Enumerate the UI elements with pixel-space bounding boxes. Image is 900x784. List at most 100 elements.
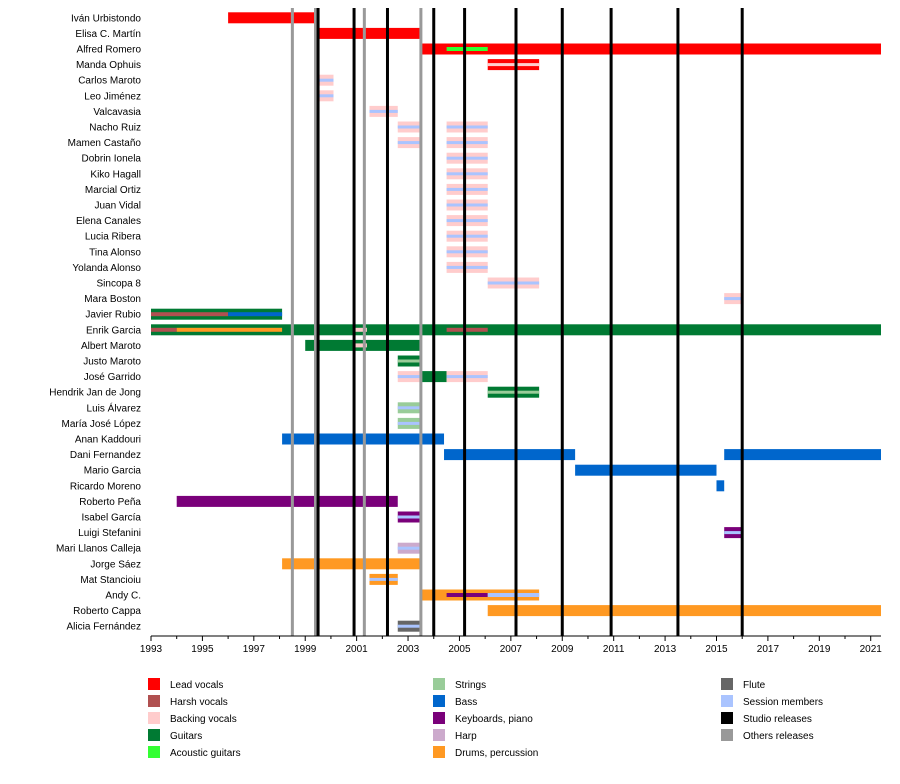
member-bar-stripe (487, 281, 540, 285)
x-tick-label: 2021 (860, 644, 883, 655)
legend-label: Harp (455, 731, 477, 742)
member-bar-overlay (446, 47, 488, 51)
member-label: Juan Vidal (94, 201, 141, 212)
member-label: Yolanda Alonso (72, 263, 141, 274)
member-label: Leo Jiménez (84, 91, 141, 102)
legend-label: Session members (743, 697, 823, 708)
legend-label: Drums, percussion (455, 748, 538, 759)
member-label: Nacho Ruiz (89, 123, 141, 134)
member-bar (716, 480, 725, 492)
member-label: Roberto Peña (79, 497, 141, 508)
member-bar-stripe (446, 250, 488, 254)
member-bar-stripe (397, 406, 421, 410)
member-label: Justo Maroto (83, 357, 141, 368)
legend-swatch (148, 746, 160, 758)
member-label: Sincopa 8 (97, 279, 142, 290)
member-label: Mamen Castaño (68, 138, 142, 149)
member-label: Hendrik Jan de Jong (49, 388, 141, 399)
legend-label: Keyboards, piano (455, 714, 533, 725)
member-label: Elena Canales (76, 216, 141, 227)
member-bar-stripe (369, 577, 398, 581)
x-tick-label: 2017 (757, 644, 780, 655)
member-bar-overlay (354, 327, 367, 332)
legend-label: Others releases (743, 731, 814, 742)
member-bar-stripe (397, 141, 421, 145)
legend: Lead vocals Harsh vocals Backing vocals Gui… (148, 678, 823, 759)
legend-label: Backing vocals (170, 714, 237, 725)
legend-swatch (148, 729, 160, 741)
x-tick-label: 2003 (397, 644, 420, 655)
member-bar-overlay (446, 593, 488, 597)
member-label: Manda Ophuis (76, 60, 141, 71)
member-bar-stripe (369, 109, 398, 113)
legend-swatch (148, 678, 160, 690)
member-label: Mari Llanos Calleja (56, 544, 141, 555)
legend-swatch (148, 695, 160, 707)
legend-swatch (721, 712, 733, 724)
member-bar (315, 27, 421, 39)
member-bar (176, 495, 398, 507)
member-bar-stripe (487, 63, 540, 67)
member-label: Valcavasia (93, 107, 141, 118)
member-bar-overlay (487, 593, 540, 597)
legend-swatch (433, 712, 445, 724)
member-bar-overlay (176, 327, 283, 332)
x-tick-label: 2011 (603, 644, 625, 655)
member-bar-overlay (228, 312, 283, 317)
member-bar-stripe (397, 421, 421, 425)
legend-swatch (433, 729, 445, 741)
legend-label: Lead vocals (170, 680, 223, 691)
member-label: Javier Rubio (85, 310, 141, 321)
member-label: Enrik Garcia (86, 325, 141, 336)
member-bar-stripe (397, 125, 421, 129)
member-label: Anan Kaddouri (75, 435, 141, 446)
member-label: Tina Alonso (89, 247, 141, 258)
x-tick-label: 2019 (808, 644, 831, 655)
member-label: Iván Urbistondo (71, 13, 141, 24)
member-bar (487, 605, 881, 617)
member-bar-stripe (724, 297, 743, 301)
member-bar-stripe (446, 172, 488, 176)
member-bar-stripe (487, 390, 540, 394)
x-tick-label: 1997 (243, 644, 266, 655)
member-bar-stripe (397, 546, 421, 550)
x-tick-label: 2009 (551, 644, 574, 655)
legend-swatch (721, 695, 733, 707)
x-axis: 1993 1995 1997 1999 2001 2003 2005 2007 2009 2011… (140, 635, 883, 655)
member-bar (228, 12, 316, 24)
member-label: Mat Stancioiu (80, 575, 141, 586)
x-tick-label: 2001 (346, 644, 369, 655)
member-bar-stripe (724, 531, 743, 535)
member-bar-stripe (446, 203, 488, 207)
member-label: Elisa C. Martín (75, 29, 141, 40)
legend-swatch (721, 678, 733, 690)
member-label: Kiko Hagall (90, 169, 141, 180)
release-lines (290, 8, 744, 636)
member-bar-stripe (397, 375, 421, 379)
member-label: Mara Boston (84, 294, 141, 305)
member-bar-stripe (446, 234, 488, 238)
member-bar (444, 449, 576, 461)
member-bar (724, 449, 881, 461)
member-bar (282, 558, 421, 570)
member-bar-stripe (446, 187, 488, 191)
legend-label: Acoustic guitars (170, 748, 241, 759)
legend-label: Strings (455, 680, 486, 691)
legend-label: Studio releases (743, 714, 812, 725)
member-bar-stripe (397, 515, 421, 519)
member-bar-stripe (446, 141, 488, 145)
member-label: Jorge Sáez (90, 559, 141, 570)
legend-label: Guitars (170, 731, 202, 742)
legend-swatch (433, 695, 445, 707)
member-label: Albert Maroto (81, 341, 141, 352)
member-bar-stripe (397, 359, 421, 363)
legend-label: Flute (743, 680, 766, 691)
member-bar-overlay (151, 312, 229, 317)
member-bar-overlay (354, 343, 367, 348)
legend-swatch (433, 678, 445, 690)
x-tick-label: 2005 (448, 644, 471, 655)
member-bar-stripe (397, 624, 421, 628)
member-bar (575, 464, 717, 476)
x-tick-label: 1995 (191, 644, 214, 655)
